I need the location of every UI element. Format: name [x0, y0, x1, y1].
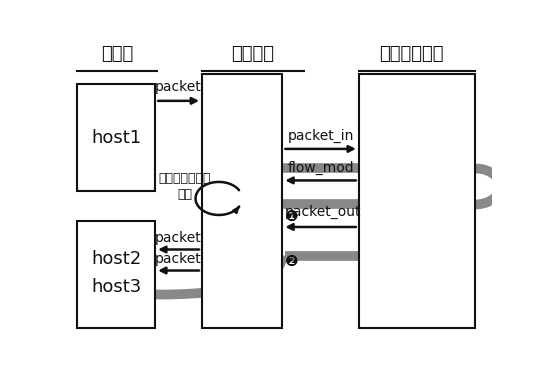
Bar: [202, 74, 282, 328]
Text: ホスト: ホスト: [101, 45, 133, 63]
Text: コントローラ: コントローラ: [380, 45, 444, 63]
Text: host3: host3: [91, 278, 142, 296]
Text: host1: host1: [91, 129, 141, 147]
Text: packet: packet: [155, 252, 202, 266]
Text: packet_in: packet_in: [287, 129, 354, 144]
Bar: [77, 221, 155, 328]
Text: packet: packet: [155, 231, 202, 245]
Text: スイッチ: スイッチ: [231, 45, 274, 63]
Text: ❶: ❶: [284, 209, 298, 224]
Text: host2: host2: [91, 250, 142, 268]
Text: packet_out: packet_out: [284, 205, 361, 220]
Text: フローテーブル
更新: フローテーブル 更新: [159, 172, 211, 201]
Text: ❷: ❷: [284, 254, 298, 269]
Bar: [77, 84, 155, 191]
Text: packet: packet: [155, 80, 202, 94]
Bar: [359, 74, 475, 328]
Text: flow_mod: flow_mod: [287, 161, 354, 175]
